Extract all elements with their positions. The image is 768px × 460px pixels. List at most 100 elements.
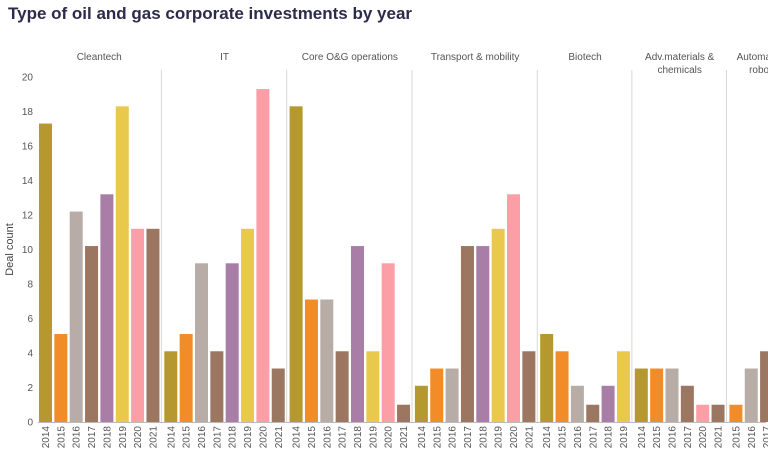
y-tick-label-10: 10	[22, 245, 34, 256]
group-label-core-o-g-operations: Core O&G operations	[302, 52, 398, 63]
y-tick-label-18: 18	[22, 107, 34, 118]
bar-it-2021	[271, 368, 285, 422]
chart-title: Type of oil and gas corporate investment…	[8, 4, 413, 23]
x-tick-label-2020: 2020	[509, 426, 520, 449]
bar-it-2020	[256, 89, 270, 422]
x-tick-label-2017: 2017	[588, 426, 599, 449]
x-tick-label-2014: 2014	[542, 426, 553, 449]
x-tick-label-2016: 2016	[72, 426, 83, 449]
x-tick-label-2019: 2019	[243, 426, 254, 449]
bar-transport-mobility-2021	[522, 351, 536, 422]
bar-core-o-g-operations-2018	[351, 246, 364, 422]
bar-automation-robotics-2015	[729, 404, 743, 422]
x-tick-label-2018: 2018	[604, 426, 615, 449]
y-tick-label-6: 6	[27, 314, 33, 325]
x-tick-label-2017: 2017	[683, 426, 694, 449]
x-tick-label-2015: 2015	[307, 426, 318, 449]
bar-transport-mobility-2018	[476, 246, 490, 422]
bar-core-o-g-operations-2019	[366, 351, 380, 422]
bar-cleantech-2014	[39, 123, 52, 422]
bar-biotech-2018	[601, 385, 615, 422]
x-tick-label-2019: 2019	[494, 426, 505, 449]
bar-biotech-2017	[586, 404, 600, 422]
bar-transport-mobility-2017	[460, 246, 474, 422]
bar-cleantech-2021	[146, 228, 160, 422]
x-tick-label-2015: 2015	[432, 426, 443, 449]
x-tick-label-2019: 2019	[368, 426, 379, 449]
x-tick-label-2019: 2019	[118, 426, 129, 449]
group-label-biotech: Biotech	[568, 52, 601, 63]
x-tick-label-2014: 2014	[166, 426, 177, 449]
y-axis-title: Deal count	[4, 223, 16, 276]
bar-cleantech-2017	[85, 246, 99, 422]
x-tick-label-2017: 2017	[87, 426, 98, 449]
bar-it-2015	[179, 334, 193, 422]
x-tick-label-2021: 2021	[714, 426, 725, 449]
bar-core-o-g-operations-2020	[381, 263, 395, 422]
x-tick-label-2021: 2021	[399, 426, 410, 449]
y-tick-label-16: 16	[22, 142, 34, 153]
x-tick-label-2020: 2020	[384, 426, 395, 449]
bar-adv-materials-chemicals-2014	[634, 368, 648, 422]
y-tick-label-8: 8	[27, 280, 33, 291]
x-tick-label-2016: 2016	[573, 426, 584, 449]
x-tick-label-2021: 2021	[524, 426, 535, 449]
bar-adv-materials-chemicals-2015	[650, 368, 664, 422]
bar-cleantech-2019	[115, 106, 129, 422]
bar-transport-mobility-2014	[414, 385, 428, 422]
bar-adv-materials-chemicals-2017	[680, 385, 694, 422]
x-tick-label-2021: 2021	[148, 426, 159, 449]
y-tick-label-12: 12	[22, 211, 34, 222]
y-tick-label-20: 20	[22, 73, 34, 84]
x-tick-label-2018: 2018	[228, 426, 239, 449]
bar-core-o-g-operations-2015	[304, 299, 318, 422]
x-tick-label-2018: 2018	[478, 426, 489, 449]
x-tick-label-2015: 2015	[558, 426, 569, 449]
x-tick-label-2014: 2014	[41, 426, 52, 449]
bar-transport-mobility-2015	[430, 368, 444, 422]
bar-core-o-g-operations-2021	[397, 404, 411, 422]
y-tick-label-2: 2	[27, 383, 33, 394]
bar-biotech-2019	[616, 351, 630, 422]
y-tick-label-14: 14	[22, 176, 34, 187]
x-tick-label-2016: 2016	[322, 426, 333, 449]
x-tick-label-2015: 2015	[56, 426, 67, 449]
bar-core-o-g-operations-2016	[320, 299, 334, 422]
bar-cleantech-2015	[54, 334, 68, 422]
group-label-cleantech: Cleantech	[77, 52, 122, 63]
x-tick-label-2017: 2017	[338, 426, 349, 449]
x-tick-label-2014: 2014	[637, 426, 648, 449]
x-tick-label-2019: 2019	[619, 426, 630, 449]
x-tick-label-2016: 2016	[668, 426, 679, 449]
bar-transport-mobility-2020	[507, 194, 520, 422]
bar-transport-mobility-2016	[445, 368, 459, 422]
bar-biotech-2015	[555, 351, 569, 422]
x-tick-label-2015: 2015	[182, 426, 193, 449]
x-tick-label-2017: 2017	[463, 426, 474, 449]
bar-it-2019	[241, 228, 255, 422]
bar-it-2017	[210, 351, 224, 422]
group-label-adv-materials-chemicals-line2: chemicals	[657, 65, 701, 76]
bar-adv-materials-chemicals-2021	[711, 404, 725, 422]
bar-it-2014	[164, 351, 178, 422]
bar-core-o-g-operations-2017	[335, 351, 349, 422]
group-label-adv-materials-chemicals: Adv.materials &	[645, 52, 715, 63]
bar-adv-materials-chemicals-2016	[665, 368, 679, 422]
x-tick-label-2016: 2016	[448, 426, 459, 449]
y-tick-label-4: 4	[27, 349, 33, 360]
x-tick-label-2020: 2020	[698, 426, 709, 449]
x-tick-label-2020: 2020	[258, 426, 269, 449]
bar-cleantech-2016	[69, 211, 83, 422]
bar-cleantech-2018	[100, 194, 114, 422]
x-tick-label-2017: 2017	[212, 426, 223, 449]
x-tick-label-2018: 2018	[353, 426, 364, 449]
x-tick-label-2018: 2018	[102, 426, 113, 449]
bar-it-2018	[225, 263, 239, 422]
group-label-automation-robotics-line2: robotics	[749, 65, 768, 76]
bar-it-2016	[195, 263, 208, 422]
bar-biotech-2014	[540, 334, 554, 422]
bar-biotech-2016	[570, 385, 584, 422]
x-tick-label-2020: 2020	[133, 426, 144, 449]
bar-automation-robotics-2016	[744, 368, 758, 422]
